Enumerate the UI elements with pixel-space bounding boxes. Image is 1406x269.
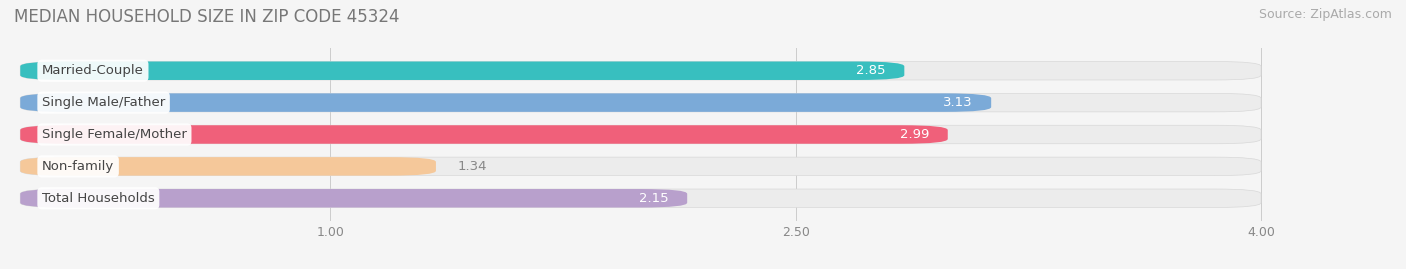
FancyBboxPatch shape xyxy=(20,189,1261,207)
Text: Single Male/Father: Single Male/Father xyxy=(42,96,166,109)
Text: MEDIAN HOUSEHOLD SIZE IN ZIP CODE 45324: MEDIAN HOUSEHOLD SIZE IN ZIP CODE 45324 xyxy=(14,8,399,26)
Text: Total Households: Total Households xyxy=(42,192,155,205)
FancyBboxPatch shape xyxy=(20,125,948,144)
Text: 2.15: 2.15 xyxy=(638,192,669,205)
FancyBboxPatch shape xyxy=(20,93,991,112)
Text: Source: ZipAtlas.com: Source: ZipAtlas.com xyxy=(1258,8,1392,21)
FancyBboxPatch shape xyxy=(20,157,436,176)
FancyBboxPatch shape xyxy=(20,189,688,207)
FancyBboxPatch shape xyxy=(20,93,1261,112)
Text: 3.13: 3.13 xyxy=(943,96,973,109)
Text: Non-family: Non-family xyxy=(42,160,114,173)
Text: Single Female/Mother: Single Female/Mother xyxy=(42,128,187,141)
FancyBboxPatch shape xyxy=(20,125,1261,144)
Text: 2.99: 2.99 xyxy=(900,128,929,141)
Text: 1.34: 1.34 xyxy=(457,160,486,173)
FancyBboxPatch shape xyxy=(20,62,1261,80)
Text: 2.85: 2.85 xyxy=(856,64,886,77)
Text: Married-Couple: Married-Couple xyxy=(42,64,143,77)
FancyBboxPatch shape xyxy=(20,62,904,80)
FancyBboxPatch shape xyxy=(20,157,1261,176)
